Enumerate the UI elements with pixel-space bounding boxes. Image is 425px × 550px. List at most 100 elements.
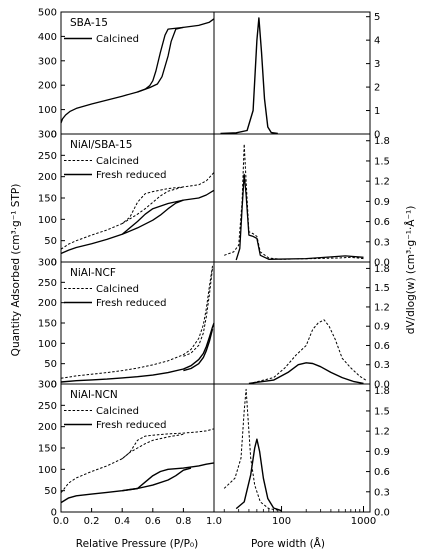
isotherm-dashed-line [60, 172, 215, 250]
x-axis-label-pore-width: Pore width (Å) [251, 537, 325, 550]
left-y-tick-label: 500 [38, 8, 57, 19]
right-y-tick-label: 1.5 [374, 406, 390, 417]
x-tick-label-left: 0.6 [145, 516, 161, 527]
panel-3: 0 50 100 150 200 250 300 0.0 0.3 0.6 0.9 1.2 1.5 1.8 N… [38, 258, 390, 391]
left-y-tick-label: 100 [38, 465, 57, 476]
x-axis-ticks-right: 100 1000 [223, 506, 376, 527]
psd-solid-line [235, 438, 282, 512]
right-y-tick-label: 0.3 [374, 360, 390, 371]
left-y-tick-label: 50 [44, 486, 57, 497]
legend-label: Calcined [96, 34, 139, 45]
x-tick-label-left: 0.4 [114, 516, 130, 527]
right-y-tick-label: 1.8 [374, 386, 390, 397]
psd-dashed-line [224, 143, 364, 260]
isotherm-solid-line [122, 467, 192, 492]
left-y-tick-label: 200 [38, 81, 57, 92]
isotherm-dashed-line [183, 268, 213, 357]
panel-2: 0 50 100 150 200 250 300 0.0 0.3 0.6 0.9 1.2 1.5 1.8 N… [38, 130, 390, 269]
psd-solid-line [235, 173, 364, 261]
panel-1: 0 100 200 300 400 500 0 1 2 3 4 5 SBA-15 Calcined [38, 8, 380, 141]
isotherm-dashed-line [60, 428, 215, 494]
isotherm-solid-line [60, 189, 215, 255]
right-plot-frame [213, 383, 371, 513]
isotherm-solid-line [60, 462, 215, 504]
right-y-tick-label: 5 [374, 12, 380, 23]
left-plot-frame [60, 133, 215, 263]
right-y-tick-label: 0.6 [374, 217, 390, 228]
right-y-tick-label: 1 [374, 106, 380, 117]
left-plot-frame [60, 11, 215, 135]
panel-title: NiAl/SBA-15 [70, 139, 132, 151]
left-y-tick-label: 100 [38, 215, 57, 226]
left-y-tick-label: 300 [38, 56, 57, 67]
right-y-tick-label: 0 [374, 130, 380, 141]
left-y-tick-label: 200 [38, 172, 57, 183]
left-y-tick-label: 300 [38, 258, 57, 269]
left-y-tick-label: 0 [51, 258, 57, 269]
left-y-tick-label: 0 [51, 130, 57, 141]
x-tick-label-right: 100 [272, 516, 291, 527]
right-y-tick-label: 1.5 [374, 156, 390, 167]
left-y-tick-label: 100 [38, 105, 57, 116]
legend-label: Fresh reduced [96, 298, 167, 309]
right-y-tick-label: 0.0 [374, 508, 390, 519]
right-y-tick-label: 0.3 [374, 487, 390, 498]
isotherm-solid-line [60, 322, 215, 383]
x-tick-label-left: 0.0 [53, 516, 69, 527]
panel-4: 0 50 100 150 200 250 300 0.0 0.3 0.6 0.9 1.2 1.5 1.8 N… [38, 380, 390, 519]
right-y-tick-label: 0.3 [374, 237, 390, 248]
left-y-tick-label: 250 [38, 151, 57, 162]
left-y-tick-label: 400 [38, 32, 57, 43]
isotherm-solid-line [137, 26, 184, 93]
right-y-tick-label: 3 [374, 59, 380, 70]
right-y-tick-label: 2 [374, 83, 380, 94]
legend-label: Calcined [96, 406, 139, 417]
panel-title: SBA-15 [70, 17, 108, 29]
right-y-tick-label: 0.0 [374, 380, 390, 391]
panel-title: NiAl-NCF [70, 267, 116, 279]
psd-solid-line [220, 17, 278, 135]
panel-title: NiAl-NCN [70, 389, 118, 401]
left-y-tick-label: 150 [38, 194, 57, 205]
right-y-tick-label: 0.9 [374, 447, 390, 458]
x-axis-label-relative-pressure: Relative Pressure (P/P₀) [76, 538, 198, 550]
x-tick-label-left: 1.0 [206, 516, 222, 527]
left-y-tick-label: 50 [44, 359, 57, 370]
right-y-tick-label: 4 [374, 36, 380, 47]
left-y-tick-label: 150 [38, 444, 57, 455]
right-y-tick-label: 0.9 [374, 197, 390, 208]
right-plot-frame [213, 11, 371, 135]
left-y-tick-label: 300 [38, 380, 57, 391]
isotherm-solid-line [183, 328, 214, 372]
legend-label: Calcined [96, 156, 139, 167]
right-y-tick-label: 0.6 [374, 341, 390, 352]
right-y-tick-label: 0.0 [374, 258, 390, 269]
right-y-tick-label: 1.8 [374, 264, 390, 275]
right-y-tick-label: 1.2 [374, 177, 390, 188]
psd-dashed-line [252, 319, 368, 384]
left-y-tick-label: 200 [38, 298, 57, 309]
isotherm-dashed-line [121, 186, 184, 225]
isotherm-dashed-line [121, 433, 184, 460]
right-y-tick-label: 1.5 [374, 283, 390, 294]
x-tick-label-left: 0.8 [175, 516, 191, 527]
left-y-tick-label: 250 [38, 278, 57, 289]
left-y-tick-label: 0 [51, 380, 57, 391]
isotherm-dashed-line [60, 263, 215, 379]
legend-label: Fresh reduced [96, 420, 167, 431]
right-plot-frame [213, 133, 371, 263]
x-tick-label-left: 0.2 [84, 516, 100, 527]
right-y-tick-label: 1.2 [374, 427, 390, 438]
y-axis-label-quantity-adsorbed: Quantity Adsorbed (cm³·g⁻¹ STP) [10, 184, 22, 357]
isotherm-solid-line [121, 199, 184, 235]
left-y-tick-label: 300 [38, 130, 57, 141]
left-y-tick-label: 0 [51, 508, 57, 519]
left-y-tick-label: 50 [44, 236, 57, 247]
right-y-tick-label: 0.9 [374, 322, 390, 333]
right-y-tick-label: 1.2 [374, 302, 390, 313]
right-y-tick-label: 1.8 [374, 136, 390, 147]
panels-group: 0.0 0.2 0.4 0.6 0.8 1.0 100 1000010020030040050… [38, 8, 390, 528]
legend-label: Fresh reduced [96, 170, 167, 181]
psd-dashed-line [223, 388, 282, 512]
